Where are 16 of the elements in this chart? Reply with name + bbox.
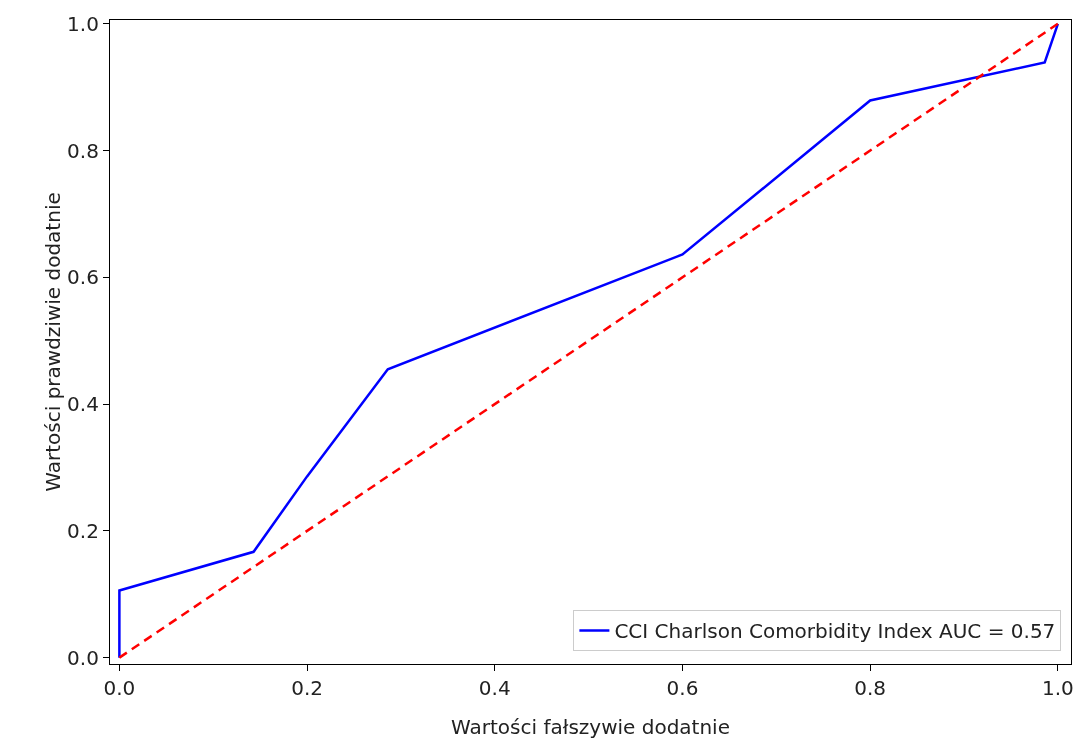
x-axis-title: Wartości fałszywie dodatnie	[451, 715, 730, 740]
x-tick-label: 0.0	[103, 676, 136, 701]
y-tick-label: 1.0	[67, 11, 99, 36]
legend-label: CCI Charlson Comorbidity Index AUC = 0.57	[614, 619, 1056, 644]
y-tick-label: 0.8	[67, 138, 99, 163]
x-tick-label: 1.0	[1041, 676, 1074, 701]
x-tick-label: 0.2	[291, 676, 323, 701]
x-tick-label: 0.8	[854, 676, 887, 701]
x-tick-label: 0.6	[666, 676, 699, 701]
y-tick-label: 0.4	[67, 392, 99, 417]
line-series	[118, 22, 1060, 659]
y-tick-label: 0.0	[67, 645, 99, 670]
y-tick-label: 0.6	[67, 265, 99, 290]
y-tick-label: 0.2	[67, 518, 99, 543]
y-axis-title: Wartości prawdziwie dodatnie	[40, 192, 65, 492]
x-tick-label: 0.4	[478, 676, 511, 701]
